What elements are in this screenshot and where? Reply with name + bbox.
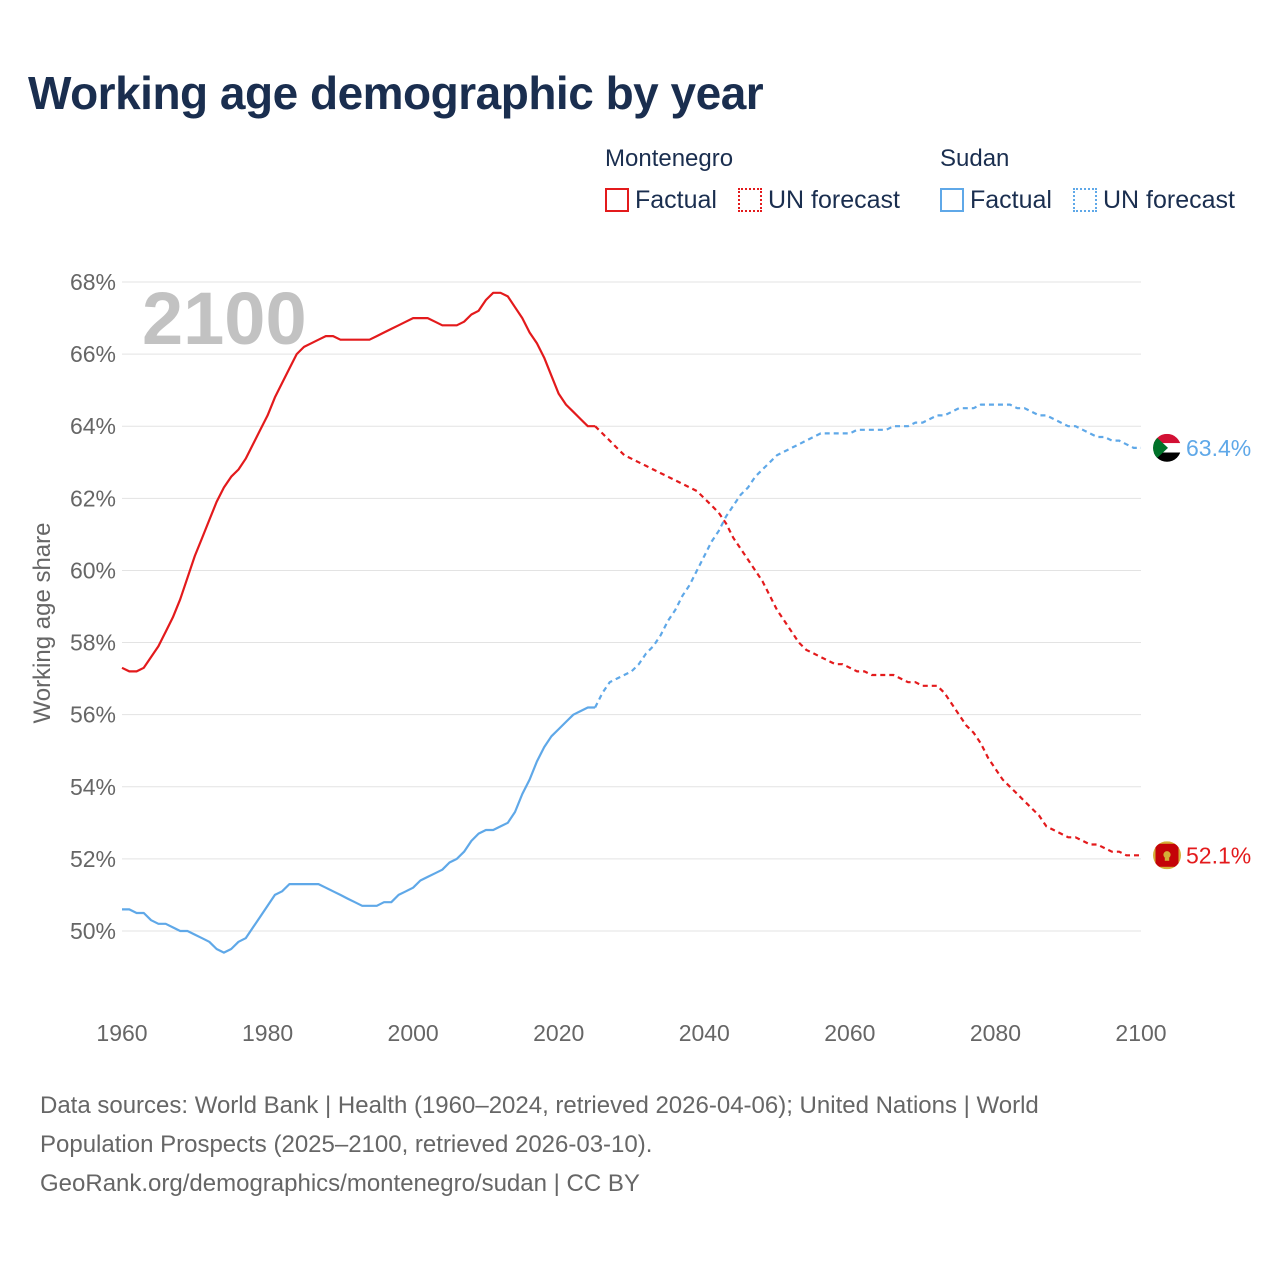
montenegro-flag-icon bbox=[1153, 841, 1181, 870]
footer: Data sources: World Bank | Health (1960–… bbox=[40, 1086, 1200, 1203]
x-tick-label: 2040 bbox=[679, 1020, 730, 1046]
y-tick-label: 50% bbox=[70, 918, 116, 944]
sudan-factual-line[interactable] bbox=[122, 706, 596, 954]
year-watermark: 2100 bbox=[142, 277, 307, 360]
chart-title: Working age demographic by year bbox=[28, 67, 764, 119]
x-tick-label: 1960 bbox=[96, 1020, 147, 1046]
montenegro-factual-line[interactable] bbox=[121, 291, 596, 673]
forecast-swatch-icon bbox=[1073, 188, 1097, 212]
footer-attribution: GeoRank.org/demographics/montenegro/suda… bbox=[40, 1170, 640, 1197]
y-tick-label: 56% bbox=[70, 702, 116, 728]
y-tick-label: 54% bbox=[70, 774, 116, 800]
y-axis-label: Working age share bbox=[29, 523, 56, 724]
legend-montenegro-forecast[interactable]: UN forecast bbox=[738, 186, 900, 214]
chart-area: 2100 50% 52% 54% 56% 58% 60% 62% 64% 66% 68% 1960… bbox=[29, 269, 1251, 1046]
legend-sudan-factual[interactable]: Factual bbox=[940, 186, 1052, 214]
gridlines bbox=[122, 281, 1141, 932]
legend-sudan-forecast[interactable]: UN forecast bbox=[1073, 186, 1235, 214]
y-tick-label: 60% bbox=[70, 557, 116, 583]
footer-source-line2: Population Prospects (2025–2100, retriev… bbox=[40, 1131, 653, 1158]
y-tick-label: 52% bbox=[70, 846, 116, 872]
y-tick-label: 64% bbox=[70, 413, 116, 439]
sudan-flag-icon bbox=[1153, 433, 1181, 462]
legend-label: Factual bbox=[970, 185, 1052, 214]
legend-label: Factual bbox=[635, 185, 717, 214]
x-tick-label: 2060 bbox=[824, 1020, 875, 1046]
x-tick-label: 1980 bbox=[242, 1020, 293, 1046]
end-markers: 52.1% 63.4% bbox=[1153, 433, 1251, 870]
legend-montenegro-factual[interactable]: Factual bbox=[605, 186, 717, 214]
legend-label: UN forecast bbox=[1103, 185, 1235, 214]
x-tick-label: 2100 bbox=[1115, 1020, 1166, 1046]
y-axis: 50% 52% 54% 56% 58% 60% 62% 64% 66% 68% bbox=[70, 269, 116, 944]
montenegro-end-value: 52.1% bbox=[1186, 842, 1251, 868]
legend-sudan-title: Sudan bbox=[940, 145, 1010, 172]
series-lines bbox=[121, 291, 1141, 954]
x-axis: 1960 1980 2000 2020 2040 2060 2080 2100 bbox=[96, 1020, 1166, 1046]
x-tick-label: 2020 bbox=[533, 1020, 584, 1046]
x-tick-label: 2080 bbox=[970, 1020, 1021, 1046]
factual-swatch-icon bbox=[605, 188, 629, 212]
y-tick-label: 66% bbox=[70, 341, 116, 367]
y-tick-label: 62% bbox=[70, 485, 116, 511]
y-tick-label: 68% bbox=[70, 269, 116, 295]
montenegro-forecast-line[interactable] bbox=[594, 425, 1141, 857]
legend-label: UN forecast bbox=[768, 185, 900, 214]
factual-swatch-icon bbox=[940, 188, 964, 212]
sudan-end-value: 63.4% bbox=[1186, 435, 1251, 461]
footer-source-line1: Data sources: World Bank | Health (1960–… bbox=[40, 1092, 1039, 1119]
legend-montenegro-title: Montenegro bbox=[605, 145, 734, 172]
sudan-forecast-line[interactable] bbox=[594, 403, 1141, 708]
x-tick-label: 2000 bbox=[388, 1020, 439, 1046]
y-tick-label: 58% bbox=[70, 630, 116, 656]
forecast-swatch-icon bbox=[738, 188, 762, 212]
